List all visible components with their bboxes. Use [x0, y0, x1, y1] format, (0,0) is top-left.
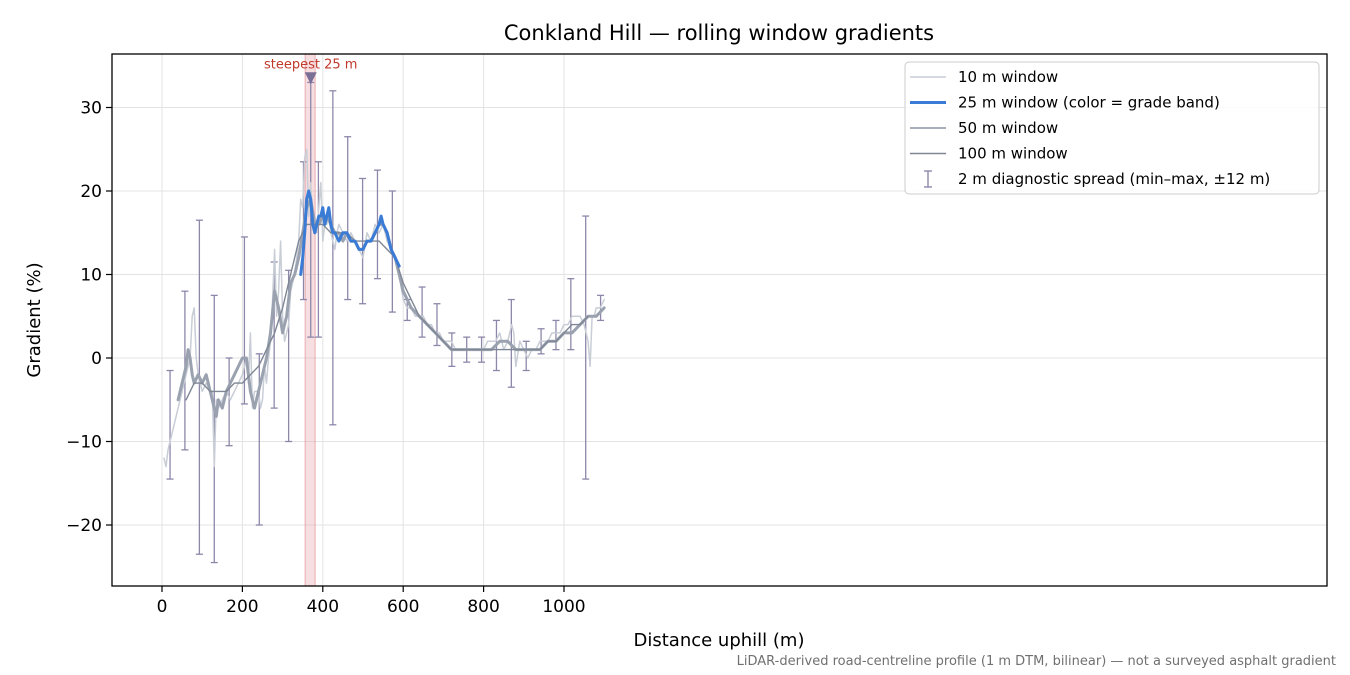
- y-tick-label: −10: [66, 433, 102, 453]
- legend-item-25m-label: 25 m window (color = grade band): [958, 94, 1220, 112]
- chart-title: Conkland Hill — rolling window gradients: [504, 21, 934, 45]
- legend: 10 m window 25 m window (color = grade ba…: [904, 61, 1320, 195]
- x-tick-label: 200: [226, 597, 258, 617]
- y-tick-label: 30: [80, 99, 102, 119]
- x-tick-label: 400: [307, 597, 339, 617]
- legend-box: [904, 61, 1320, 195]
- footnote: LiDAR-derived road-centreline profile (1…: [737, 654, 1336, 669]
- steepest-marker-group: steepest 25 m: [264, 57, 357, 85]
- y-tick-label: 10: [80, 266, 102, 286]
- y-axis-label: Gradient (%): [24, 262, 45, 377]
- legend-item-50m-label: 50 m window: [958, 119, 1058, 137]
- x-axis-ticks: 0 200 400 600 800 1000: [157, 586, 586, 617]
- steepest-label: steepest 25 m: [264, 57, 357, 72]
- series-lines: [163, 148, 606, 468]
- series-10m-line: [163, 148, 605, 468]
- series-100m-line: [185, 223, 589, 401]
- x-axis-label: Distance uphill (m): [634, 630, 805, 651]
- legend-item-100m-label: 100 m window: [958, 145, 1068, 163]
- x-tick-label: 0: [157, 597, 168, 617]
- x-tick-label: 1000: [542, 597, 585, 617]
- plot-frame: [111, 53, 1328, 587]
- legend-item-errorbar-label: 2 m diagnostic spread (min–max, ±12 m): [958, 170, 1270, 188]
- y-tick-label: 20: [80, 182, 102, 202]
- x-tick-label: 600: [387, 597, 419, 617]
- x-tick-label: 800: [467, 597, 499, 617]
- series-25m-line: [299, 189, 401, 276]
- y-tick-label: −20: [66, 516, 102, 536]
- y-tick-label: 0: [91, 349, 102, 369]
- legend-item-10m-label: 10 m window: [958, 68, 1058, 86]
- steepest-marker: [304, 72, 317, 85]
- y-axis-ticks: −20 −10 0 10 20 30: [66, 99, 112, 536]
